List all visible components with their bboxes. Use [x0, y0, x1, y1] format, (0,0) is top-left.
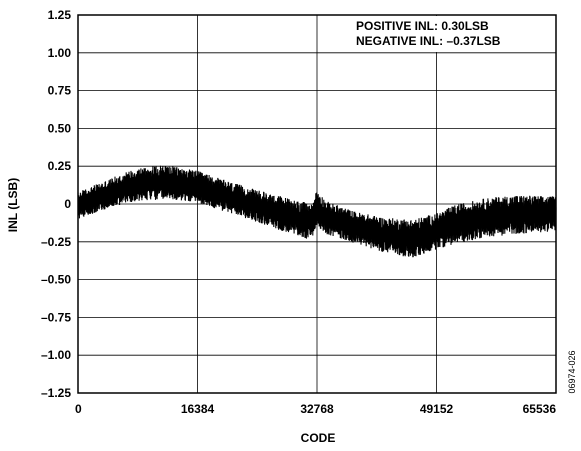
y-tick-label: –1.00	[41, 348, 71, 362]
y-tick-label: 1.25	[48, 8, 72, 22]
y-tick-label: –0.50	[41, 273, 71, 287]
y-tick-label: –1.25	[41, 386, 71, 400]
figure-id: 06974-026	[567, 350, 577, 393]
y-tick-label: 0.50	[48, 121, 72, 135]
x-axis-label: CODE	[301, 431, 336, 445]
plot-frame	[77, 14, 557, 394]
y-tick-label: 1.00	[48, 46, 72, 60]
y-axis-ticks: 1.25 1.00 0.75 0.50 0.25 0 –0.25 –0.50 –0.75 –1.0…	[41, 8, 71, 400]
y-tick-label: 0.75	[48, 84, 72, 98]
annotation-positive-inl: POSITIVE INL: 0.30LSB	[356, 19, 489, 33]
x-tick-label: 65536	[523, 402, 557, 416]
inl-series-line	[77, 165, 557, 258]
annotation-negative-inl: NEGATIVE INL: –0.37LSB	[356, 34, 501, 48]
x-axis-ticks: 0 16384 32768 49152 65536	[75, 402, 556, 416]
x-tick-label: 16384	[181, 402, 215, 416]
y-tick-label: –0.25	[41, 235, 71, 249]
x-tick-label: 32768	[300, 402, 334, 416]
y-tick-label: 0	[64, 197, 71, 211]
x-tick-label: 49152	[420, 402, 454, 416]
y-tick-label: 0.25	[48, 159, 72, 173]
inl-trace	[77, 165, 557, 258]
annotation-box	[342, 16, 554, 52]
x-tick-label: 0	[75, 402, 82, 416]
y-tick-label: –0.75	[41, 310, 71, 324]
y-axis-label: INL (LSB)	[6, 178, 20, 232]
